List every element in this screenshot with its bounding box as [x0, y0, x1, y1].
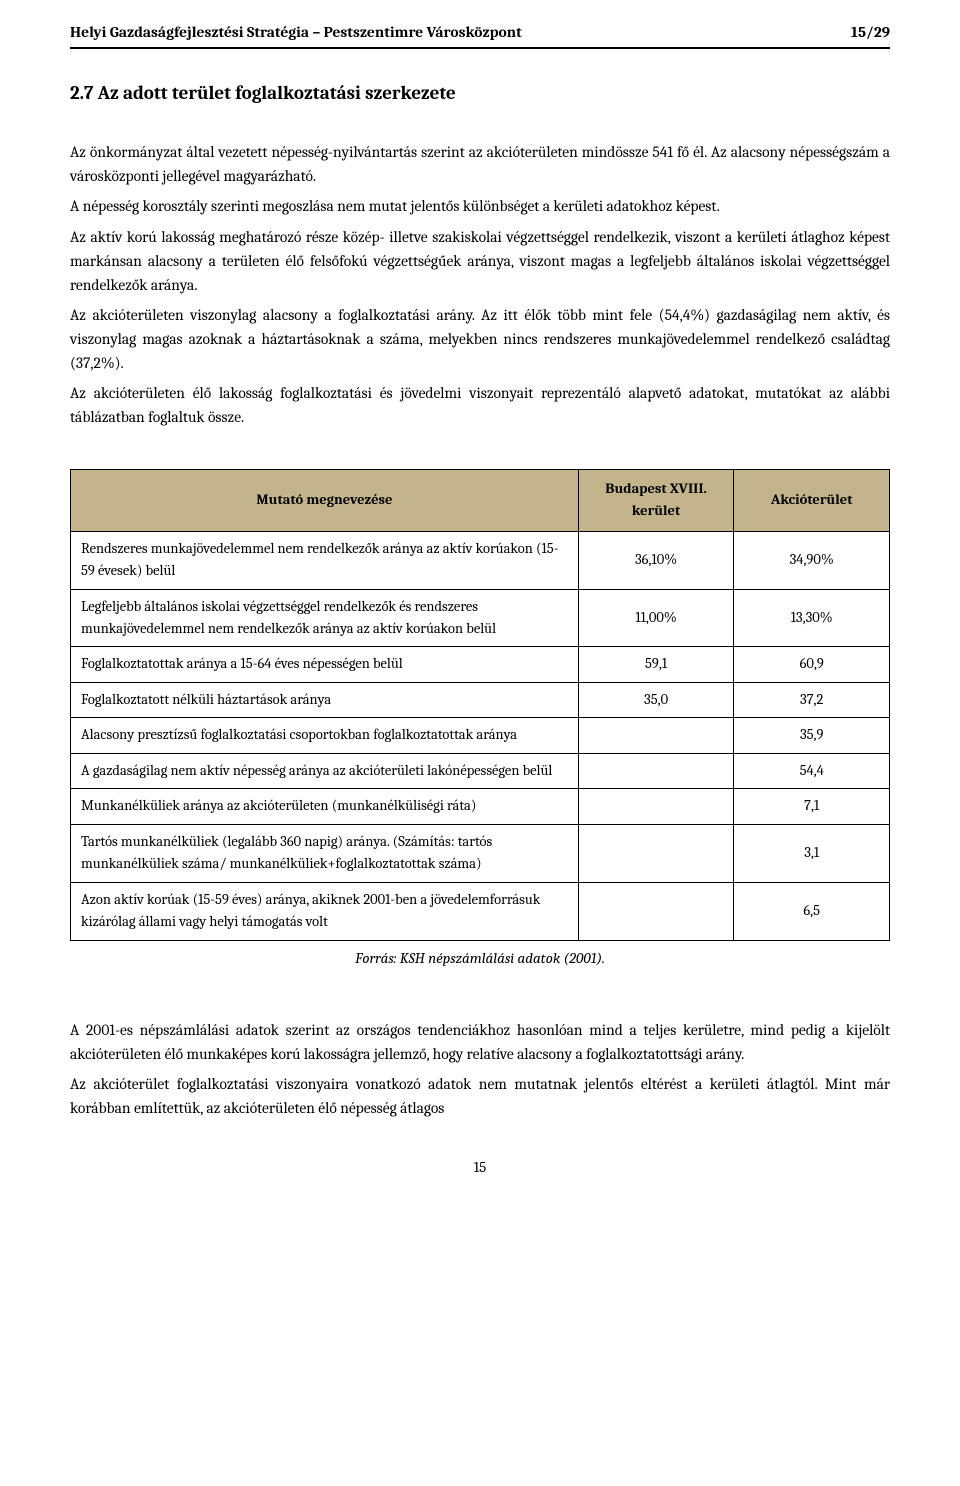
table-cell-value: 3,1 — [734, 824, 890, 882]
header-title-left: Helyi Gazdaságfejlesztési Stratégia – Pe… — [70, 20, 522, 44]
table-row: Foglalkoztatottak aránya a 15-64 éves né… — [71, 647, 890, 682]
table-cell-value: 59,1 — [578, 647, 734, 682]
table-row: Tartós munkanélküliek (legalább 360 napi… — [71, 824, 890, 882]
table-cell-label: Munkanélküliek aránya az akcióterületen … — [71, 789, 579, 824]
table-cell-label: Foglalkoztatottak aránya a 15-64 éves né… — [71, 647, 579, 682]
page-number: 15 — [70, 1156, 890, 1179]
section-heading: 2.7 Az adott terület foglalkoztatási sze… — [70, 79, 890, 108]
table-cell-label: Rendszeres munkajövedelemmel nem rendelk… — [71, 531, 579, 589]
table-row: Foglalkoztatott nélküli háztartások arán… — [71, 682, 890, 717]
table-cell-label: Alacsony presztízsű foglalkoztatási csop… — [71, 718, 579, 753]
table-row: Legfeljebb általános iskolai végzettségg… — [71, 589, 890, 647]
table-row: A gazdaságilag nem aktív népesség aránya… — [71, 753, 890, 788]
paragraph-2: A népesség korosztály szerinti megoszlás… — [70, 194, 890, 218]
table-cell-value: 6,5 — [734, 882, 890, 940]
table-row: Rendszeres munkajövedelemmel nem rendelk… — [71, 531, 890, 589]
table-cell-value: 60,9 — [734, 647, 890, 682]
table-cell-label: Azon aktív korúak (15-59 éves) aránya, a… — [71, 882, 579, 940]
table-row: Munkanélküliek aránya az akcióterületen … — [71, 789, 890, 824]
table-cell-value — [578, 882, 734, 940]
table-cell-value: 7,1 — [734, 789, 890, 824]
table-cell-value: 34,90% — [734, 531, 890, 589]
table-cell-value — [578, 753, 734, 788]
paragraph-6: A 2001-es népszámlálási adatok szerint a… — [70, 1018, 890, 1066]
table-cell-label: Legfeljebb általános iskolai végzettségg… — [71, 589, 579, 647]
table-cell-value: 54,4 — [734, 753, 890, 788]
table-cell-value: 35,0 — [578, 682, 734, 717]
table-header-row: Mutató megnevezése Budapest XVIII. kerül… — [71, 469, 890, 531]
col-header-indicator: Mutató megnevezése — [71, 469, 579, 531]
table-cell-label: A gazdaságilag nem aktív népesség aránya… — [71, 753, 579, 788]
paragraph-3: Az aktív korú lakosság meghatározó része… — [70, 225, 890, 297]
indicators-table: Mutató megnevezése Budapest XVIII. kerül… — [70, 469, 890, 941]
table-cell-value: 13,30% — [734, 589, 890, 647]
page-header: Helyi Gazdaságfejlesztési Stratégia – Pe… — [70, 20, 890, 49]
table-cell-value: 36,10% — [578, 531, 734, 589]
table-cell-value: 37,2 — [734, 682, 890, 717]
table-cell-value — [578, 824, 734, 882]
paragraph-7: Az akcióterület foglalkoztatási viszonya… — [70, 1072, 890, 1120]
table-cell-label: Tartós munkanélküliek (legalább 360 napi… — [71, 824, 579, 882]
table-cell-value: 11,00% — [578, 589, 734, 647]
table-row: Alacsony presztízsű foglalkoztatási csop… — [71, 718, 890, 753]
table-cell-label: Foglalkoztatott nélküli háztartások arán… — [71, 682, 579, 717]
table-cell-value — [578, 718, 734, 753]
col-header-akcioterulet: Akcióterület — [734, 469, 890, 531]
table-cell-value — [578, 789, 734, 824]
header-page-indicator: 15/29 — [851, 20, 890, 44]
paragraph-5: Az akcióterületen élő lakosság foglalkoz… — [70, 381, 890, 429]
col-header-budapest: Budapest XVIII. kerület — [578, 469, 734, 531]
table-cell-value: 35,9 — [734, 718, 890, 753]
table-source: Forrás: KSH népszámlálási adatok (2001). — [70, 947, 890, 970]
table-row: Azon aktív korúak (15-59 éves) aránya, a… — [71, 882, 890, 940]
paragraph-4: Az akcióterületen viszonylag alacsony a … — [70, 303, 890, 375]
paragraph-1: Az önkormányzat által vezetett népesség-… — [70, 140, 890, 188]
